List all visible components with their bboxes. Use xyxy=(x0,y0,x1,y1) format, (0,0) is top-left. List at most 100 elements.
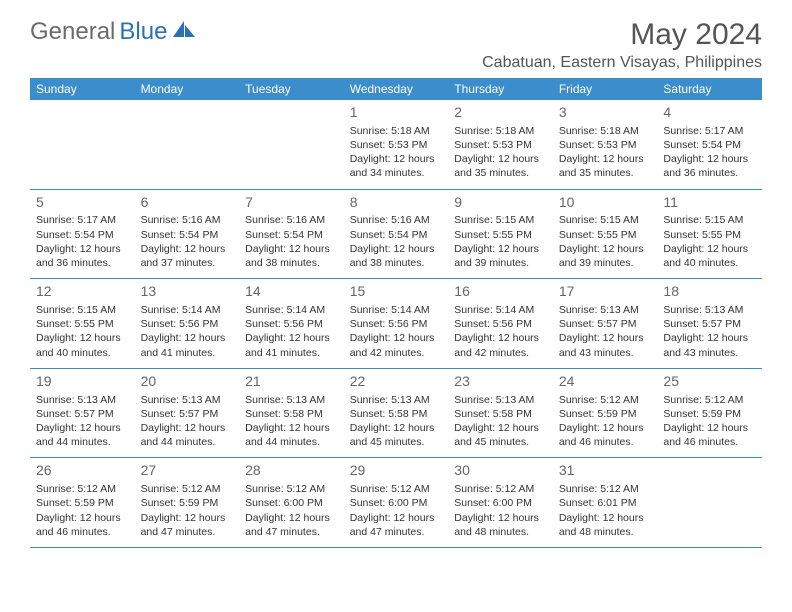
day-info-line: Sunset: 5:56 PM xyxy=(350,317,443,331)
day-info-line: Daylight: 12 hours and 43 minutes. xyxy=(559,331,652,359)
day-info-line: Daylight: 12 hours and 43 minutes. xyxy=(663,331,756,359)
day-number: 24 xyxy=(559,372,652,391)
day-number: 10 xyxy=(559,193,652,212)
logo-text-general: General xyxy=(30,18,115,46)
day-cell: 24Sunrise: 5:12 AMSunset: 5:59 PMDayligh… xyxy=(553,369,658,458)
day-info-line: Sunrise: 5:15 AM xyxy=(454,213,547,227)
day-info-line: Sunset: 5:55 PM xyxy=(663,228,756,242)
day-info-line: Sunrise: 5:13 AM xyxy=(350,393,443,407)
day-number: 20 xyxy=(141,372,234,391)
day-info-line: Daylight: 12 hours and 35 minutes. xyxy=(559,152,652,180)
day-info-line: Sunrise: 5:13 AM xyxy=(245,393,338,407)
day-number: 17 xyxy=(559,282,652,301)
week-row: 5Sunrise: 5:17 AMSunset: 5:54 PMDaylight… xyxy=(30,190,762,280)
day-info-line: Daylight: 12 hours and 44 minutes. xyxy=(36,421,129,449)
calendar-page: GeneralBlue May 2024 Cabatuan, Eastern V… xyxy=(0,0,792,566)
day-info-line: Daylight: 12 hours and 45 minutes. xyxy=(454,421,547,449)
day-info-line: Daylight: 12 hours and 46 minutes. xyxy=(559,421,652,449)
day-info-line: Sunset: 6:01 PM xyxy=(559,496,652,510)
day-number: 12 xyxy=(36,282,129,301)
day-info-line: Sunset: 5:54 PM xyxy=(350,228,443,242)
day-info-line: Daylight: 12 hours and 40 minutes. xyxy=(36,331,129,359)
weekday-header: Monday xyxy=(135,78,240,100)
day-cell: 8Sunrise: 5:16 AMSunset: 5:54 PMDaylight… xyxy=(344,190,449,279)
day-cell: 1Sunrise: 5:18 AMSunset: 5:53 PMDaylight… xyxy=(344,100,449,189)
weekday-header: Tuesday xyxy=(239,78,344,100)
day-cell: 21Sunrise: 5:13 AMSunset: 5:58 PMDayligh… xyxy=(239,369,344,458)
weekday-header: Thursday xyxy=(448,78,553,100)
day-info-line: Sunrise: 5:13 AM xyxy=(663,303,756,317)
day-info-line: Daylight: 12 hours and 37 minutes. xyxy=(141,242,234,270)
day-info-line: Sunrise: 5:15 AM xyxy=(36,303,129,317)
day-info-line: Sunset: 5:54 PM xyxy=(36,228,129,242)
weeks-container: 1Sunrise: 5:18 AMSunset: 5:53 PMDaylight… xyxy=(30,100,762,548)
day-cell: 26Sunrise: 5:12 AMSunset: 5:59 PMDayligh… xyxy=(30,458,135,547)
day-info-line: Sunrise: 5:12 AM xyxy=(454,482,547,496)
day-number: 31 xyxy=(559,461,652,480)
day-info-line: Sunset: 5:53 PM xyxy=(350,138,443,152)
day-cell: 31Sunrise: 5:12 AMSunset: 6:01 PMDayligh… xyxy=(553,458,658,547)
day-cell: 27Sunrise: 5:12 AMSunset: 5:59 PMDayligh… xyxy=(135,458,240,547)
day-number: 23 xyxy=(454,372,547,391)
day-cell xyxy=(30,100,135,189)
day-cell: 13Sunrise: 5:14 AMSunset: 5:56 PMDayligh… xyxy=(135,279,240,368)
weekday-header: Sunday xyxy=(30,78,135,100)
day-info-line: Daylight: 12 hours and 39 minutes. xyxy=(559,242,652,270)
weekday-header: Friday xyxy=(553,78,658,100)
day-info-line: Sunrise: 5:18 AM xyxy=(350,124,443,138)
month-title: May 2024 xyxy=(482,18,762,52)
day-cell xyxy=(239,100,344,189)
day-info-line: Sunset: 5:58 PM xyxy=(454,407,547,421)
day-number: 8 xyxy=(350,193,443,212)
day-number: 4 xyxy=(663,103,756,122)
day-info-line: Daylight: 12 hours and 42 minutes. xyxy=(350,331,443,359)
day-info-line: Sunrise: 5:18 AM xyxy=(454,124,547,138)
day-cell: 7Sunrise: 5:16 AMSunset: 5:54 PMDaylight… xyxy=(239,190,344,279)
day-info-line: Sunrise: 5:14 AM xyxy=(141,303,234,317)
day-info-line: Sunset: 5:57 PM xyxy=(36,407,129,421)
day-cell: 29Sunrise: 5:12 AMSunset: 6:00 PMDayligh… xyxy=(344,458,449,547)
day-info-line: Daylight: 12 hours and 48 minutes. xyxy=(454,511,547,539)
day-info-line: Daylight: 12 hours and 44 minutes. xyxy=(245,421,338,449)
day-number: 25 xyxy=(663,372,756,391)
day-number: 9 xyxy=(454,193,547,212)
day-cell xyxy=(135,100,240,189)
day-info-line: Sunset: 5:57 PM xyxy=(141,407,234,421)
day-info-line: Sunrise: 5:12 AM xyxy=(36,482,129,496)
day-info-line: Daylight: 12 hours and 36 minutes. xyxy=(663,152,756,180)
day-info-line: Sunrise: 5:14 AM xyxy=(245,303,338,317)
day-number: 22 xyxy=(350,372,443,391)
day-info-line: Daylight: 12 hours and 46 minutes. xyxy=(663,421,756,449)
day-info-line: Sunset: 6:00 PM xyxy=(350,496,443,510)
day-cell: 12Sunrise: 5:15 AMSunset: 5:55 PMDayligh… xyxy=(30,279,135,368)
day-number: 18 xyxy=(663,282,756,301)
logo: GeneralBlue xyxy=(30,18,195,46)
day-cell xyxy=(657,458,762,547)
week-row: 26Sunrise: 5:12 AMSunset: 5:59 PMDayligh… xyxy=(30,458,762,548)
day-info-line: Daylight: 12 hours and 47 minutes. xyxy=(350,511,443,539)
day-info-line: Daylight: 12 hours and 41 minutes. xyxy=(141,331,234,359)
title-block: May 2024 Cabatuan, Eastern Visayas, Phil… xyxy=(482,18,762,72)
day-cell: 16Sunrise: 5:14 AMSunset: 5:56 PMDayligh… xyxy=(448,279,553,368)
day-cell: 5Sunrise: 5:17 AMSunset: 5:54 PMDaylight… xyxy=(30,190,135,279)
day-number: 5 xyxy=(36,193,129,212)
day-info-line: Sunset: 5:56 PM xyxy=(141,317,234,331)
day-cell: 2Sunrise: 5:18 AMSunset: 5:53 PMDaylight… xyxy=(448,100,553,189)
day-info-line: Sunset: 5:55 PM xyxy=(454,228,547,242)
weekday-header: Wednesday xyxy=(344,78,449,100)
day-info-line: Daylight: 12 hours and 34 minutes. xyxy=(350,152,443,180)
day-info-line: Sunrise: 5:14 AM xyxy=(454,303,547,317)
day-info-line: Sunset: 5:59 PM xyxy=(559,407,652,421)
day-info-line: Daylight: 12 hours and 38 minutes. xyxy=(350,242,443,270)
day-info-line: Sunrise: 5:15 AM xyxy=(663,213,756,227)
day-number: 16 xyxy=(454,282,547,301)
day-info-line: Sunrise: 5:12 AM xyxy=(350,482,443,496)
day-cell: 22Sunrise: 5:13 AMSunset: 5:58 PMDayligh… xyxy=(344,369,449,458)
day-number: 11 xyxy=(663,193,756,212)
day-cell: 20Sunrise: 5:13 AMSunset: 5:57 PMDayligh… xyxy=(135,369,240,458)
day-cell: 23Sunrise: 5:13 AMSunset: 5:58 PMDayligh… xyxy=(448,369,553,458)
day-info-line: Sunrise: 5:16 AM xyxy=(245,213,338,227)
day-info-line: Daylight: 12 hours and 40 minutes. xyxy=(663,242,756,270)
week-row: 12Sunrise: 5:15 AMSunset: 5:55 PMDayligh… xyxy=(30,279,762,369)
day-number: 19 xyxy=(36,372,129,391)
